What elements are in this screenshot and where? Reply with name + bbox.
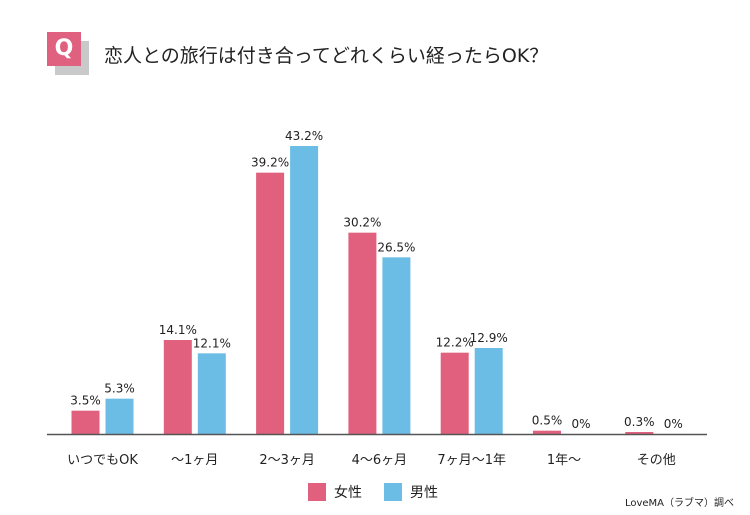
legend-item-male: 男性 xyxy=(384,482,438,502)
data-label-male-1: 12.1% xyxy=(193,336,231,350)
question-badge: Q xyxy=(47,32,89,75)
data-label-female-5: 0.5% xyxy=(532,414,563,428)
data-label-female-4: 12.2% xyxy=(436,336,474,350)
bar-male-3 xyxy=(382,257,411,434)
data-label-male-0: 5.3% xyxy=(104,382,135,396)
legend-label-male: 男性 xyxy=(410,485,438,501)
q-icon: Q xyxy=(47,32,81,66)
bar-male-4 xyxy=(474,348,503,434)
question-title: 恋人との旅行は付き合ってどれくらい経ったらOK？ xyxy=(104,45,549,67)
data-label-male-2: 43.2% xyxy=(285,129,323,143)
x-tick-label-4: 7ヶ月〜1年 xyxy=(437,453,506,468)
legend-label-female: 女性 xyxy=(334,485,362,501)
data-label-female-6: 0.3% xyxy=(624,415,655,429)
data-label-female-1: 14.1% xyxy=(159,323,197,337)
data-label-female-2: 39.2% xyxy=(251,156,289,170)
bar-male-2 xyxy=(290,146,319,434)
data-label-male-4: 12.9% xyxy=(470,331,508,345)
data-label-female-3: 30.2% xyxy=(343,216,381,230)
bar-female-0 xyxy=(71,410,100,434)
data-label-male-6: 0% xyxy=(664,417,683,431)
data-label-male-3: 26.5% xyxy=(377,240,415,254)
legend: 女性 男性 xyxy=(308,482,460,502)
legend-swatch-male xyxy=(384,483,402,501)
bar-female-2 xyxy=(256,172,285,434)
x-tick-label-1: 〜1ヶ月 xyxy=(171,453,218,468)
bar-female-5 xyxy=(533,430,561,434)
legend-swatch-female xyxy=(308,483,326,501)
bar-male-0 xyxy=(105,398,134,434)
bar-female-3 xyxy=(348,232,377,434)
data-label-female-0: 3.5% xyxy=(70,394,101,408)
x-tick-label-6: その他 xyxy=(637,453,676,468)
source-credit: LoveMA（ラブマ）調べ xyxy=(624,498,734,509)
x-tick-label-5: 1年〜 xyxy=(547,453,581,468)
bar-female-6 xyxy=(625,432,654,434)
bar-female-4 xyxy=(440,352,469,434)
data-label-male-5: 0% xyxy=(571,417,590,431)
bar-female-1 xyxy=(163,340,192,434)
x-tick-label-3: 4〜6ヶ月 xyxy=(352,453,408,468)
x-tick-label-2: 2〜3ヶ月 xyxy=(259,453,315,468)
bar-male-1 xyxy=(197,353,226,434)
legend-item-female: 女性 xyxy=(308,482,362,502)
x-tick-label-0: いつでもOK xyxy=(67,453,138,468)
